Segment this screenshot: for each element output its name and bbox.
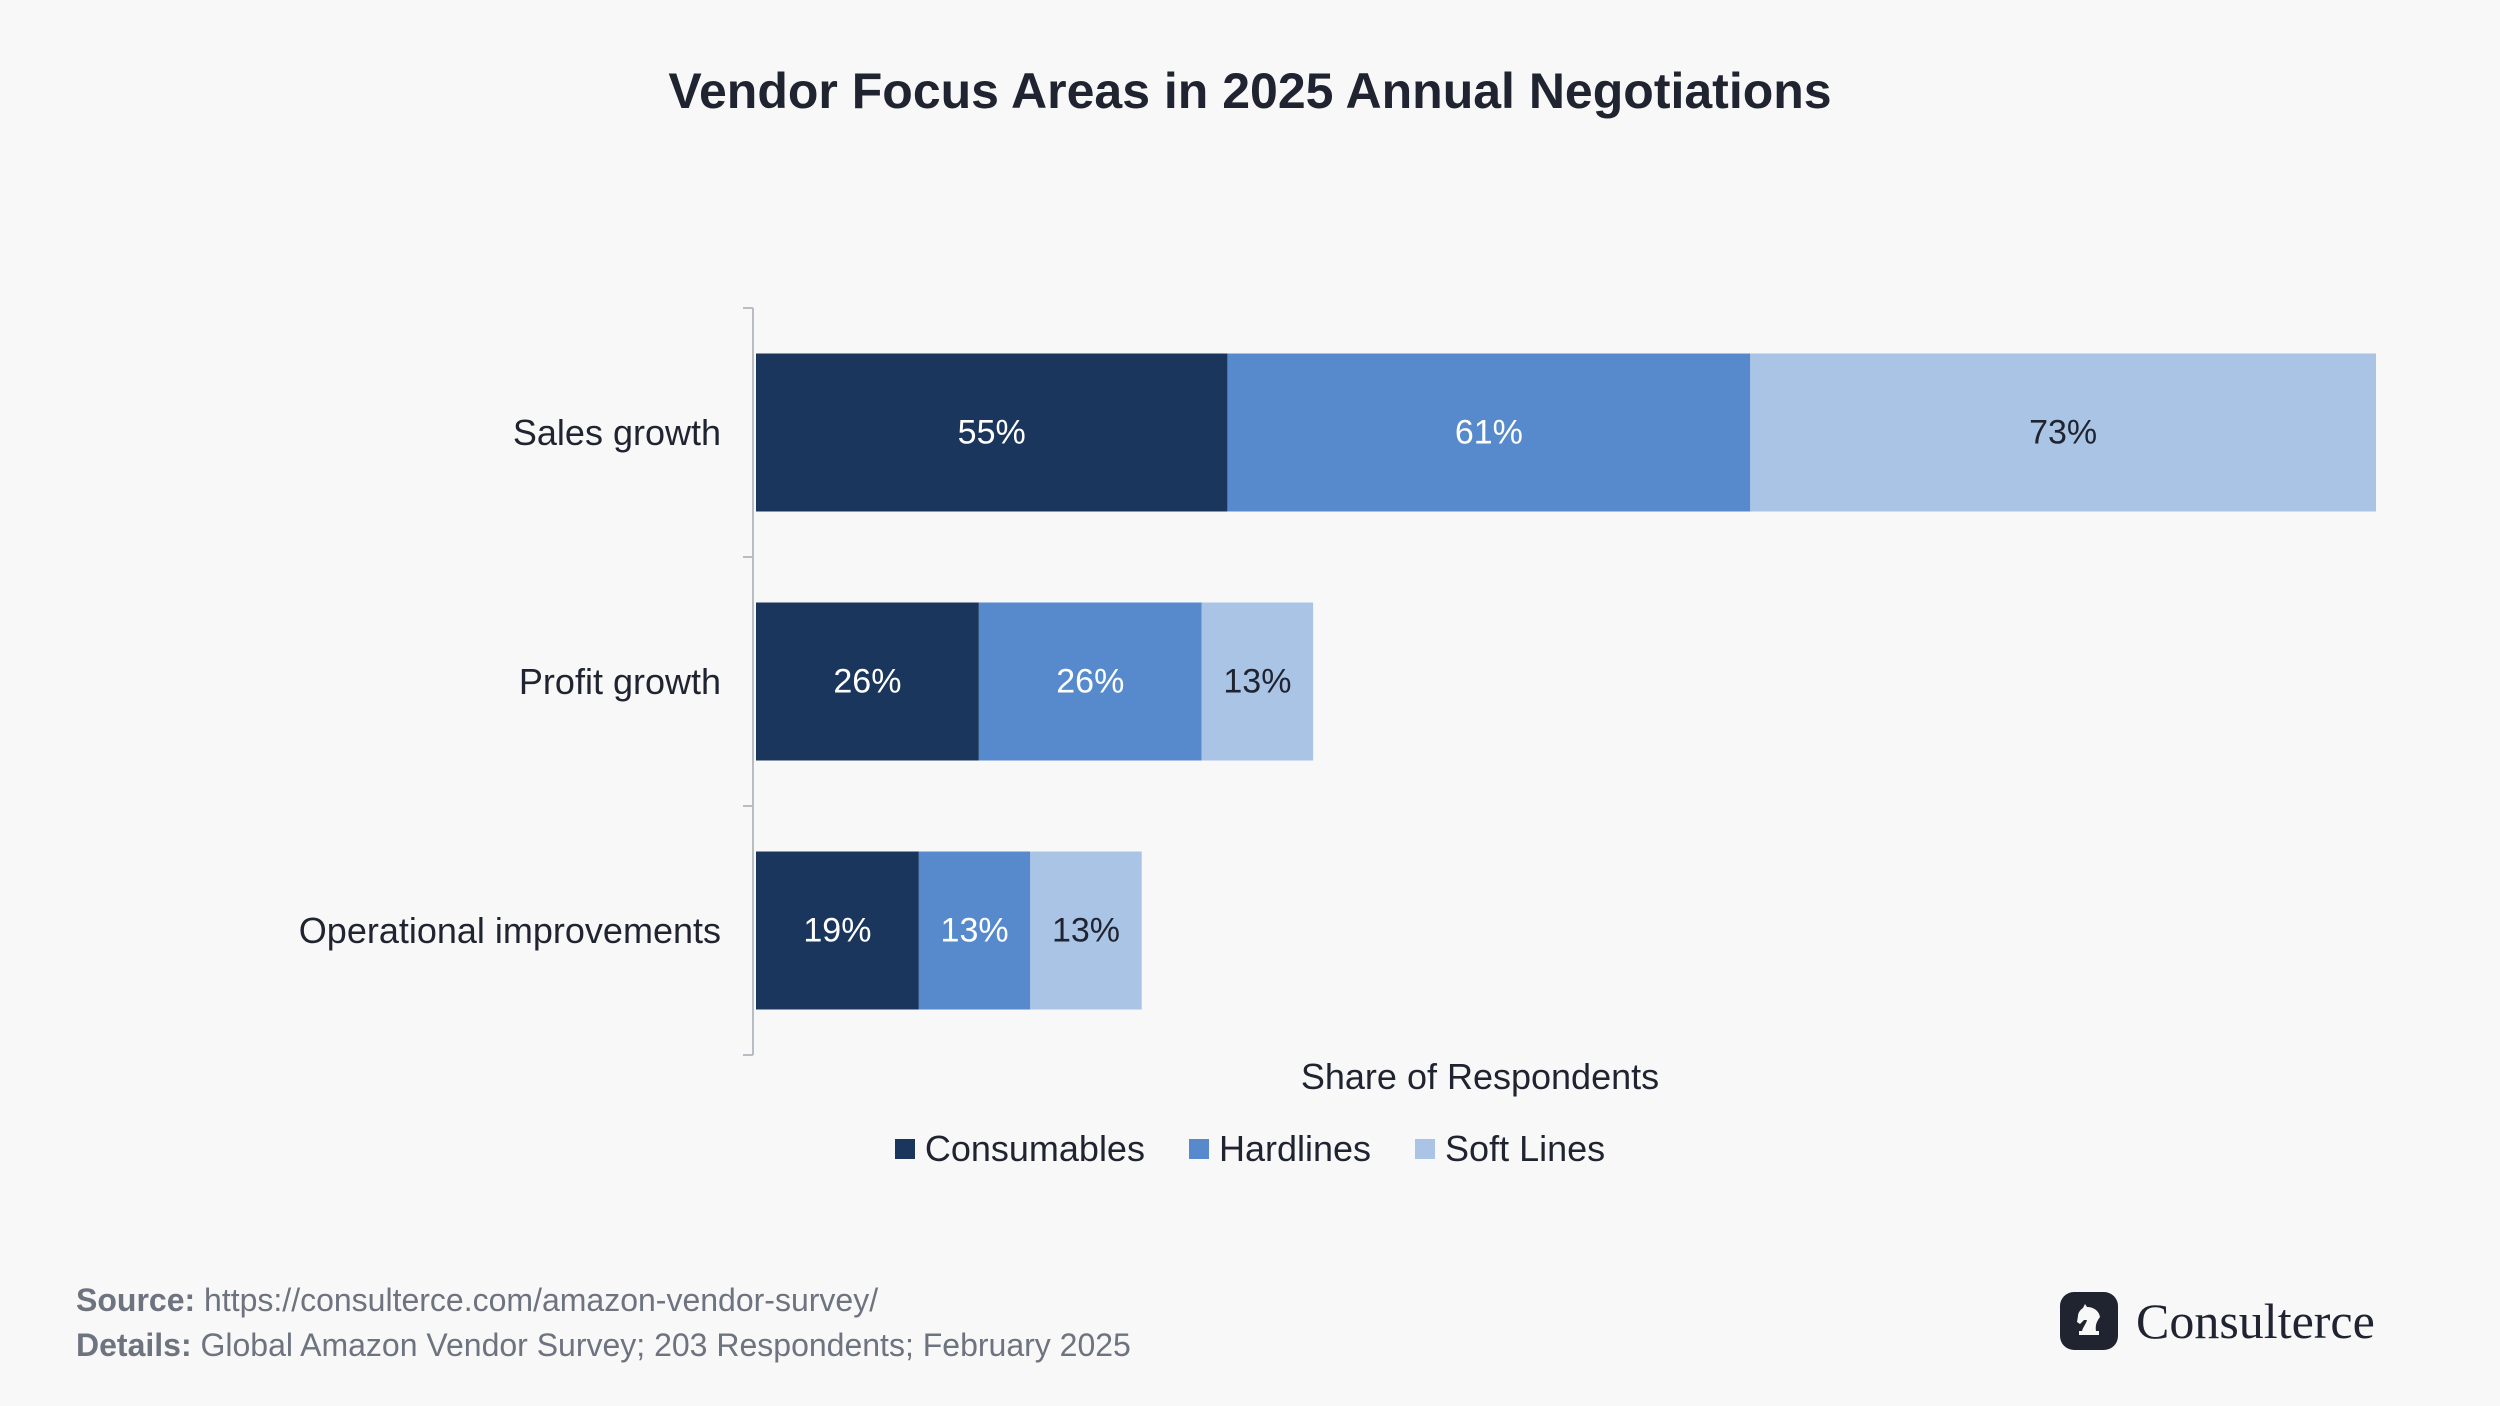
data-label: 26%	[833, 663, 901, 701]
y-axis	[743, 307, 754, 1056]
bar-segment	[756, 353, 1228, 512]
data-label: 73%	[2029, 414, 2097, 452]
details-key: Details:	[76, 1327, 192, 1363]
data-label: 19%	[803, 912, 871, 950]
brand-name: Consulterce	[2136, 1293, 2375, 1349]
legend-swatch	[894, 1139, 915, 1159]
data-label: 61%	[1455, 414, 1523, 452]
brand-logo: Consulterce	[2060, 1292, 2375, 1350]
bar-segment	[1201, 602, 1314, 761]
legend-label: Hardlines	[1218, 1128, 1372, 1169]
bar-segment	[1030, 851, 1142, 1010]
legend-item: Hardlines	[1188, 1128, 1372, 1170]
bar-segment	[1227, 353, 1751, 512]
bar-segment	[756, 602, 979, 761]
details-value: Global Amazon Vendor Survey; 203 Respond…	[191, 1327, 1131, 1363]
legend-item: Soft Lines	[1415, 1128, 1605, 1170]
x-axis-label: Share of Respondents	[1300, 1056, 1660, 1097]
chart-title: Vendor Focus Areas in 2025 Annual Negoti…	[668, 63, 1832, 119]
bars	[756, 353, 2376, 1010]
bar-segment	[1750, 353, 2376, 512]
legend: Consumables Hardlines Soft Lines	[0, 1128, 2500, 1170]
legend-item: Consumables	[894, 1128, 1145, 1170]
bar-segment	[918, 851, 1031, 1010]
data-label: 13%	[941, 912, 1009, 950]
data-label: 26%	[1056, 663, 1124, 701]
data-label: 13%	[1223, 663, 1291, 701]
bar-segment	[756, 851, 919, 1010]
source-value: https://consulterce.com/amazon-vendor-su…	[195, 1282, 879, 1318]
data-label: 13%	[1052, 912, 1120, 950]
legend-swatch	[1415, 1139, 1436, 1159]
legend-label: Soft Lines	[1445, 1128, 1606, 1169]
footer-details: Details: Global Amazon Vendor Survey; 20…	[76, 1327, 1131, 1364]
legend-label: Consumables	[924, 1128, 1145, 1169]
category-label: Sales growth	[513, 412, 721, 453]
knight-chess-icon	[2060, 1292, 2118, 1350]
category-label: Profit growth	[519, 661, 721, 702]
category-labels: Sales growth Profit growth Operational imp…	[299, 412, 721, 951]
data-labels: 55% 61% 73% 26% 26% 13% 19% 13% 13%	[803, 414, 2097, 950]
legend-swatch	[1188, 1139, 1209, 1159]
footer-source: Source: https://consulterce.com/amazon-v…	[76, 1282, 878, 1319]
bar-segment	[978, 602, 1202, 761]
data-label: 55%	[958, 414, 1026, 452]
source-key: Source:	[76, 1282, 196, 1318]
category-label: Operational improvements	[299, 910, 721, 951]
